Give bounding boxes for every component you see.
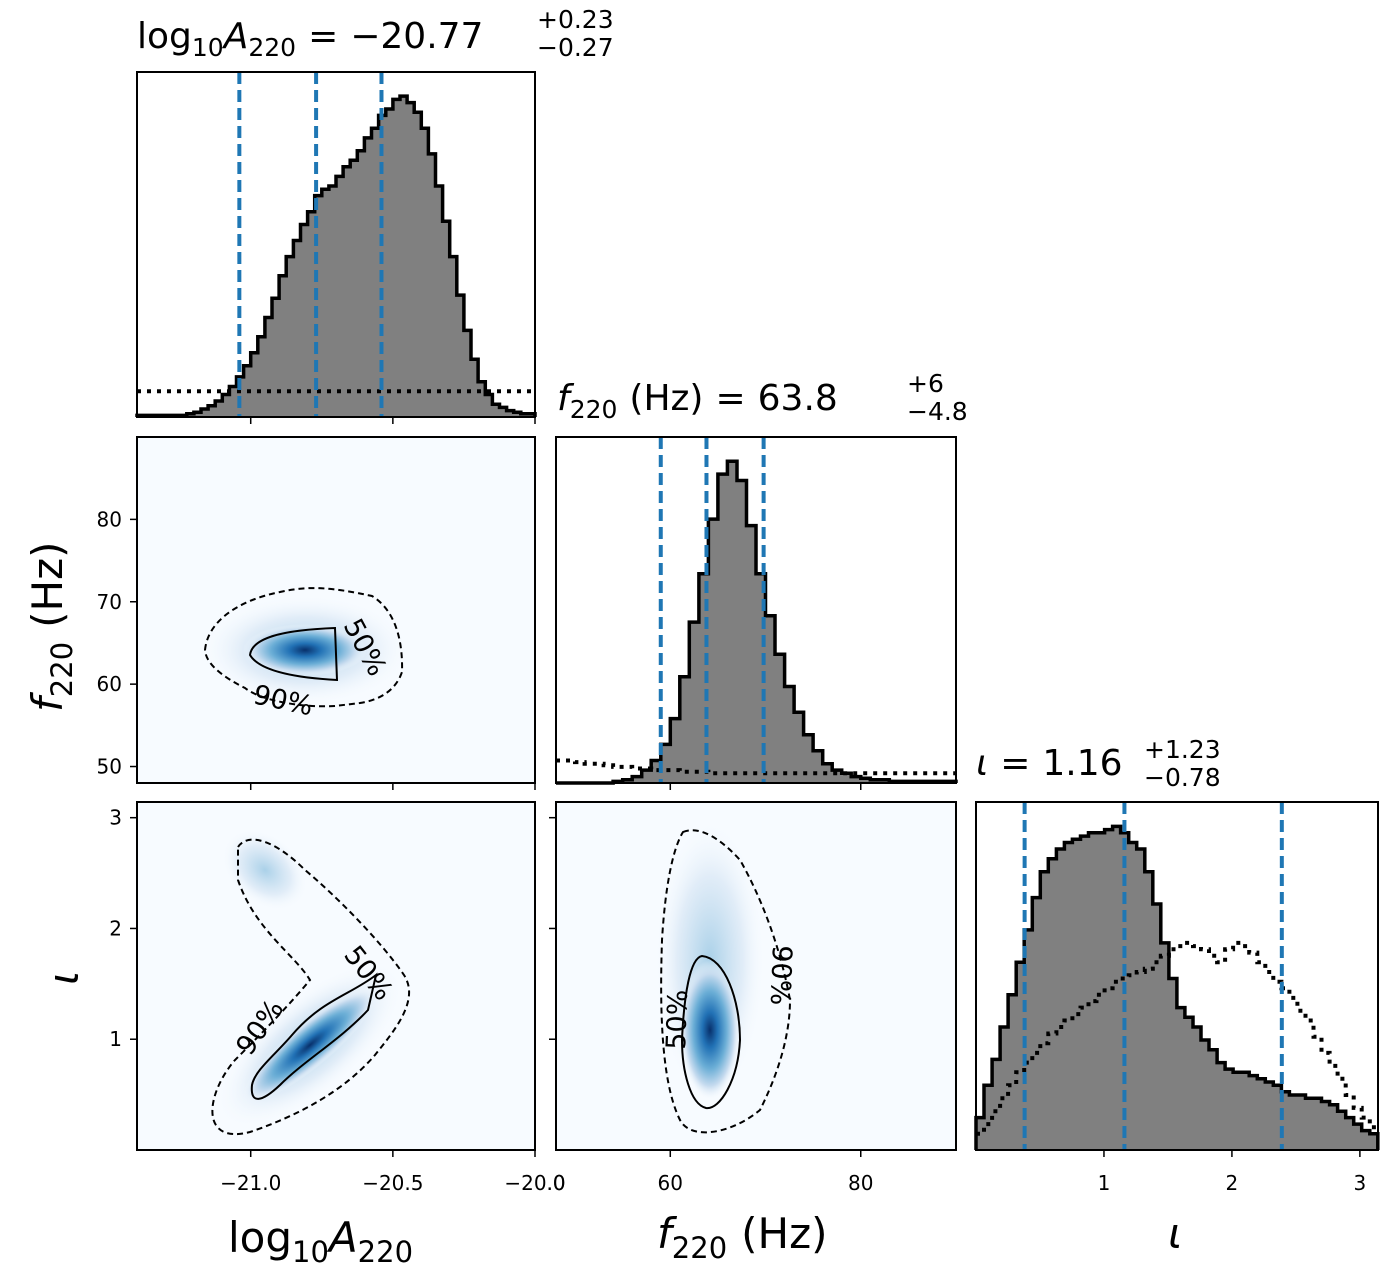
title-iota-value: 1.16: [1042, 743, 1122, 784]
title-iota-upper-error: +1.23: [1144, 735, 1221, 764]
title-A-lower-error: −0.27: [537, 33, 614, 62]
title-log10A220: log10A220 = −20.77: [137, 16, 483, 62]
title-log-text: log: [137, 16, 192, 57]
histogram-log10A220: [135, 71, 537, 418]
density-core: [243, 987, 377, 1103]
posterior-outline: [556, 459, 958, 785]
contour-panel-A-iota: 50% 90%: [136, 801, 536, 1151]
panel-frame: [975, 801, 1379, 1151]
title-iota: ι = 1.16: [976, 743, 1123, 784]
panel-frame: [136, 436, 536, 784]
panel-frame: [555, 436, 957, 784]
xlabel-log-text: log: [228, 1213, 292, 1262]
xaxis-f220-ticklabel: 60: [658, 1171, 683, 1195]
xlabel-A-symbol: A: [326, 1213, 358, 1262]
panel-frame: [555, 801, 957, 1151]
xaxis-iota-ticklabel: 3: [1354, 1171, 1367, 1195]
title-f-upper-error: +6: [907, 369, 944, 398]
title-f-value: 63.8: [758, 378, 838, 419]
xlabel-A-sub220: 220: [358, 1235, 413, 1269]
contour-50: [248, 626, 339, 682]
title-f-sub220: 220: [570, 395, 618, 424]
title-iota-lower-error: −0.78: [1144, 763, 1221, 792]
xaxis-log10A-ticklabel: −20.0: [504, 1171, 565, 1195]
ylabel-f220: f220(Hz): [23, 541, 79, 712]
yaxis-f220-ticklabel: 60: [97, 672, 122, 696]
xlabel-iota: ι: [1168, 1209, 1182, 1258]
contour-panel-f-iota: 50% 90%: [555, 801, 957, 1151]
title-A-value: −20.77: [350, 16, 483, 57]
histogram-f220: [555, 436, 958, 785]
panel-frame: [136, 801, 536, 1151]
yaxis-f220-ticklabel: 50: [97, 755, 122, 779]
title-iota-equals: =: [1000, 743, 1030, 784]
yaxis-iota-ticklabel: 3: [109, 806, 122, 830]
contour-90: [203, 587, 404, 708]
posterior-fill: [556, 461, 956, 783]
yaxis-f220-ticklabel: 70: [97, 590, 122, 614]
contour-panel-A-f: 50% 90%: [136, 436, 536, 784]
xlabel-log10A220: log10A220: [228, 1213, 413, 1269]
posterior-outline: [135, 94, 537, 418]
xaxis-f220-ticklabel: 80: [848, 1171, 873, 1195]
xaxis-log10A-ticklabel: −21.0: [220, 1171, 281, 1195]
title-f-lower-error: −4.8: [907, 397, 968, 426]
contour-50: [680, 954, 742, 1110]
xaxis-f220-edge-ticklabel: .0: [546, 1171, 565, 1195]
density-upper-arm: [222, 829, 308, 911]
contour-50: [250, 972, 378, 1100]
panel-frame: [136, 71, 536, 418]
xlabel-f-hz: (Hz): [741, 1209, 827, 1258]
title-f-equals: =: [715, 378, 745, 419]
yaxis-iota-ticklabel: 2: [109, 916, 122, 940]
xlabel-log-sub10: 10: [292, 1235, 329, 1269]
xaxis-log10A-ticklabel: −20.5: [362, 1171, 423, 1195]
contour-label-90: 90%: [764, 945, 797, 1006]
xaxis-iota-ticklabel: 2: [1226, 1171, 1239, 1195]
title-f-hz: (Hz): [629, 378, 703, 419]
title-A-sub220: 220: [248, 33, 296, 62]
title-f220: f220 (Hz) = 63.8: [557, 378, 838, 424]
title-A-equals: =: [308, 16, 338, 57]
histogram-iota: [974, 801, 1380, 1151]
axis-ticks: −21.0 −20.5 −20.0 60 80 .0 1 2 3 50 60 70 80 1 2 3: [97, 417, 1367, 1195]
title-A-symbol: A: [222, 16, 249, 57]
contour-90: [211, 838, 410, 1135]
ylabel-f-hz: (Hz): [23, 541, 72, 627]
title-A-upper-error: +0.23: [537, 5, 614, 34]
xaxis-iota-ticklabel: 1: [1098, 1171, 1111, 1195]
yaxis-f220-ticklabel: 80: [97, 507, 122, 531]
posterior-outline: [974, 824, 1380, 1150]
contour-label-50: 50%: [661, 989, 694, 1050]
yaxis-iota-ticklabel: 1: [109, 1027, 122, 1051]
prior-outline: [976, 940, 1378, 1136]
xlabel-f-sub220: 220: [672, 1231, 727, 1265]
xlabel-f220: f220 (Hz): [657, 1209, 828, 1265]
ylabel-f-sub220: 220: [45, 642, 79, 697]
title-log-sub10: 10: [192, 33, 224, 62]
posterior-fill: [137, 96, 535, 417]
contour-90: [660, 829, 792, 1134]
prior-outline: [556, 758, 956, 776]
density-core: [680, 960, 740, 1100]
ylabel-iota: ι: [39, 971, 88, 985]
title-iota-symbol: ι: [976, 743, 988, 784]
